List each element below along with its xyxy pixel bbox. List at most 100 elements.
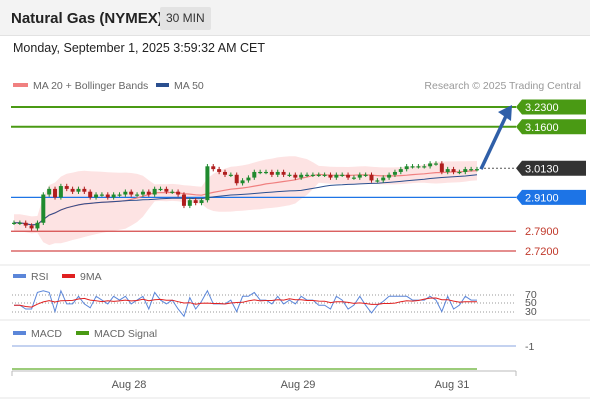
candle-body: [123, 191, 128, 195]
candle-body: [351, 177, 356, 179]
candle-body: [152, 188, 157, 195]
timeframe-button[interactable]: 30 MIN: [160, 7, 211, 30]
legend-ma50-label: MA 50: [174, 80, 204, 92]
arrow-head: [498, 105, 512, 121]
macd-swatch: [13, 331, 26, 336]
price-tag-3-2300: 3.2300: [525, 102, 559, 114]
x-tick-aug28: Aug 28: [112, 379, 147, 391]
macd-signal-swatch: [76, 331, 89, 336]
candle-body: [217, 169, 222, 172]
candle-body: [375, 180, 380, 182]
candle-body: [187, 200, 192, 206]
rsi-level-70: 70: [525, 289, 537, 301]
candle-body: [246, 177, 251, 181]
candle-body: [176, 191, 181, 195]
rsi-panel: 70 50 30: [0, 264, 590, 318]
bollinger-band: [14, 156, 477, 246]
candle-body: [387, 174, 392, 178]
candle-body: [416, 166, 421, 168]
candle-body: [475, 169, 479, 171]
candle-body: [88, 191, 93, 198]
price-tag-2-7200: 2.7200: [525, 246, 559, 258]
candle-body: [135, 194, 140, 196]
price-tags: 3.2300 3.1600 3.0130 2.9100 2.7900 2.7200: [516, 99, 586, 258]
candle-body: [111, 194, 116, 198]
candle-body: [94, 194, 99, 198]
price-tag-3-0130: 3.0130: [525, 163, 559, 175]
candle-body: [451, 169, 456, 172]
legend-rsi-ma: 9MA: [62, 271, 102, 283]
candle-body: [70, 188, 75, 192]
candle-body: [433, 163, 438, 165]
candle-body: [99, 194, 104, 196]
candle-body: [287, 174, 292, 176]
candle-body: [305, 174, 310, 176]
candle-body: [381, 177, 386, 181]
candle-body: [12, 222, 16, 224]
candle-body: [281, 171, 286, 175]
candle-body: [146, 191, 151, 195]
ma20-swatch: [13, 83, 28, 88]
candle-body: [105, 194, 110, 198]
ma50-line: [14, 174, 478, 226]
candle-body: [211, 166, 216, 170]
candle-body: [404, 166, 409, 170]
candle-body: [58, 186, 63, 198]
x-tick-aug31: Aug 31: [435, 379, 470, 391]
candle-body: [346, 174, 351, 178]
candle-body: [264, 171, 269, 174]
rsi-ma-swatch: [62, 274, 75, 279]
candle-body: [316, 174, 321, 176]
chart-header: Natural Gas (NYMEX) 30 MIN: [0, 0, 590, 36]
candle-body: [205, 166, 210, 201]
macd-panel: -1: [0, 319, 590, 370]
legend-rsi: RSI: [13, 271, 49, 283]
price-tag-bg: [516, 119, 586, 135]
candle-body: [392, 171, 397, 175]
legend-rsi-ma-label: 9MA: [80, 271, 102, 283]
price-levels: [11, 106, 516, 252]
candle-body: [193, 200, 198, 203]
candle-body: [310, 174, 315, 176]
legend-rsi-label: RSI: [31, 271, 49, 283]
legend-ma50: MA 50: [156, 80, 204, 92]
legend-macd-signal-label: MACD Signal: [94, 328, 158, 340]
rsi-line: [14, 289, 477, 318]
candle-body: [170, 191, 175, 193]
x-tick-aug29: Aug 29: [281, 379, 316, 391]
candle-body: [222, 171, 227, 175]
candle-body: [64, 186, 69, 189]
copyright: Research © 2025 Trading Central: [424, 80, 581, 92]
candle-body: [76, 188, 81, 192]
candle-body: [164, 188, 169, 192]
macd-level: -1: [525, 341, 534, 353]
x-axis: Aug 28 Aug 29 Aug 31: [0, 370, 590, 399]
bollinger-area: [14, 156, 477, 246]
candle-body: [275, 171, 280, 175]
candle-body: [258, 171, 263, 174]
candles: [12, 161, 479, 231]
candle-body: [269, 171, 274, 175]
candle-body: [398, 169, 403, 172]
macd-histogram: [12, 368, 477, 370]
ma50-swatch: [156, 83, 169, 88]
rsi-swatch: [13, 274, 26, 279]
price-tag-2-9100: 2.9100: [525, 192, 559, 204]
candle-body: [29, 225, 34, 229]
candle-body: [299, 174, 304, 178]
candle-body: [357, 174, 362, 178]
candle-body: [334, 174, 339, 178]
price-tag-bg: [516, 99, 586, 115]
candle-body: [47, 188, 52, 195]
candle-body: [23, 222, 28, 226]
candle-body: [469, 169, 474, 171]
candle-body: [41, 194, 46, 223]
candle-body: [328, 174, 333, 178]
legend-macd-label: MACD: [31, 328, 62, 340]
price-tag-3-1600: 3.1600: [525, 122, 559, 134]
rsi-level-50: 50: [525, 297, 537, 309]
candle-body: [228, 174, 233, 176]
candle-body: [439, 163, 444, 172]
candle-body: [17, 222, 22, 224]
